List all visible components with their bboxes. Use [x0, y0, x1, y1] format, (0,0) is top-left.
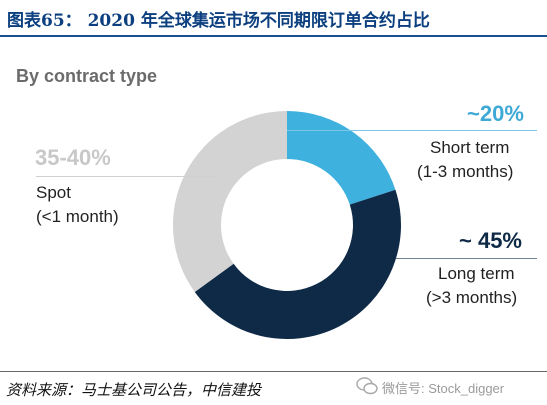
short-term-label: Short term: [430, 138, 510, 157]
chart-title: By contract type: [16, 66, 158, 86]
wechat-icon: [356, 377, 378, 395]
spot-leader-line: [36, 176, 218, 177]
long-term-percent-label: ~ 45%: [459, 228, 522, 253]
long-term-label: Long term: [438, 264, 515, 283]
figure-title-text: 2020 年全球集运市场不同期限订单合约占比: [87, 11, 430, 31]
long-term-duration-label: (>3 months): [426, 288, 518, 307]
donut-slices: [173, 111, 401, 339]
figure-label: 图表65：: [7, 11, 82, 31]
long-term-leader-line: [396, 258, 537, 259]
short-term-leader-line: [287, 130, 537, 131]
spot-label: Spot: [36, 183, 71, 202]
long-term-slice: [194, 189, 401, 339]
source-note: 资料来源：马士基公司公告，中信建投: [6, 381, 262, 399]
figure-title: 图表65： 2020 年全球集运市场不同期限订单合约占比: [7, 6, 430, 31]
footer-divider: [0, 371, 547, 372]
spot-slice: [173, 111, 287, 293]
spot-duration-label: (<1 month): [36, 207, 119, 226]
short-term-duration-label: (1-3 months): [417, 162, 514, 181]
title-divider: [0, 35, 547, 37]
short-term-slice: [287, 111, 396, 205]
figure-header: 图表65： 2020 年全球集运市场不同期限订单合约占比: [0, 0, 547, 37]
short-term-percent-label: ~20%: [467, 101, 524, 126]
spot-percent-label: 35-40%: [35, 145, 111, 170]
watermark: 微信号: Stock_digger: [382, 381, 505, 396]
